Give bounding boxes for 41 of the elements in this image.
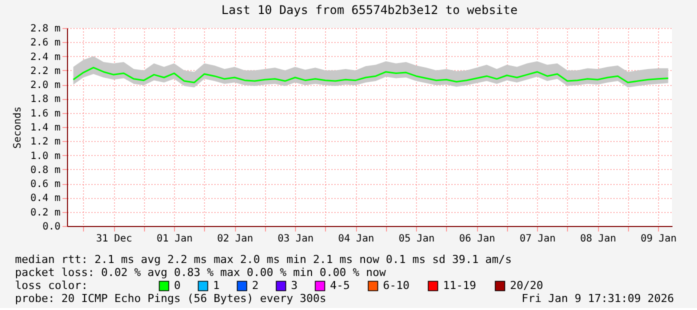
y-tick-label: 2.0 m: [30, 80, 60, 92]
y-tick-label: 1.8 m: [30, 94, 60, 106]
line-series: [72, 66, 669, 84]
chart-title: Last 10 Days from 65574b2b3e12 to website: [221, 3, 518, 17]
x-tick-label: 04 Jan: [338, 234, 374, 244]
x-tick-label: 01 Jan: [156, 234, 193, 244]
x-tick-label: 09 Jan: [640, 234, 677, 244]
y-tick-label: 2.2 m: [30, 66, 60, 77]
x-tick-label: 07 Jan: [520, 234, 556, 244]
text: Fri Jan 9 17:31:09 2026: [522, 292, 674, 305]
legend-label: 4-5: [330, 279, 350, 292]
legend-label: 20/20: [510, 279, 544, 292]
y-tick-label: 1.0 m: [30, 150, 60, 162]
y-axis-title: Seconds: [12, 106, 24, 149]
x-tick-label: 06 Jan: [459, 234, 496, 244]
x-tick-label: 31 Dec: [96, 234, 132, 244]
y-tick-label: 2.8 m: [30, 24, 60, 34]
legend-label: 1: [213, 279, 220, 292]
y-tick-label: 0.8 m: [30, 164, 60, 176]
legend-label: 6-10: [383, 279, 410, 292]
y-tick-label: 0.0: [42, 222, 60, 232]
y-tick-label: 0.2 m: [30, 207, 60, 218]
y-tick-label: 2.4 m: [30, 52, 60, 63]
x-tick-label: 02 Jan: [217, 234, 254, 244]
legend-title: loss color:: [15, 279, 88, 292]
text: median rtt: 2.1 ms avg 2.2 ms max 2.0 ms min 2.1 ms now 0.1 ms sd 39.1 am/s: [15, 253, 512, 266]
y-tick-label: 0.4 m: [30, 193, 60, 204]
y-tick-label: 1.6 m: [30, 108, 60, 120]
x-tick-label: 05 Jan: [398, 234, 435, 244]
legend-label: 11-19: [443, 279, 476, 292]
legend-label: 2: [252, 279, 259, 292]
y-tick-label: 1.2 m: [30, 136, 60, 148]
y-tick-label: 2.6 m: [30, 38, 60, 49]
y-tick-label: 0.6 m: [30, 179, 60, 190]
legend-label: 0: [174, 279, 181, 292]
x-tick-label: 08 Jan: [580, 234, 616, 244]
text: probe: 20 ICMP Echo Pings (56 Bytes) every 300s: [15, 292, 326, 305]
y-tick-label: 1.4 m: [30, 122, 60, 134]
text: packet loss: 0.02 % avg 0.83 % max 0.00 % min 0.00 % now: [15, 266, 386, 279]
x-tick-label: 03 Jan: [278, 234, 314, 244]
legend-label: 3: [291, 279, 298, 292]
